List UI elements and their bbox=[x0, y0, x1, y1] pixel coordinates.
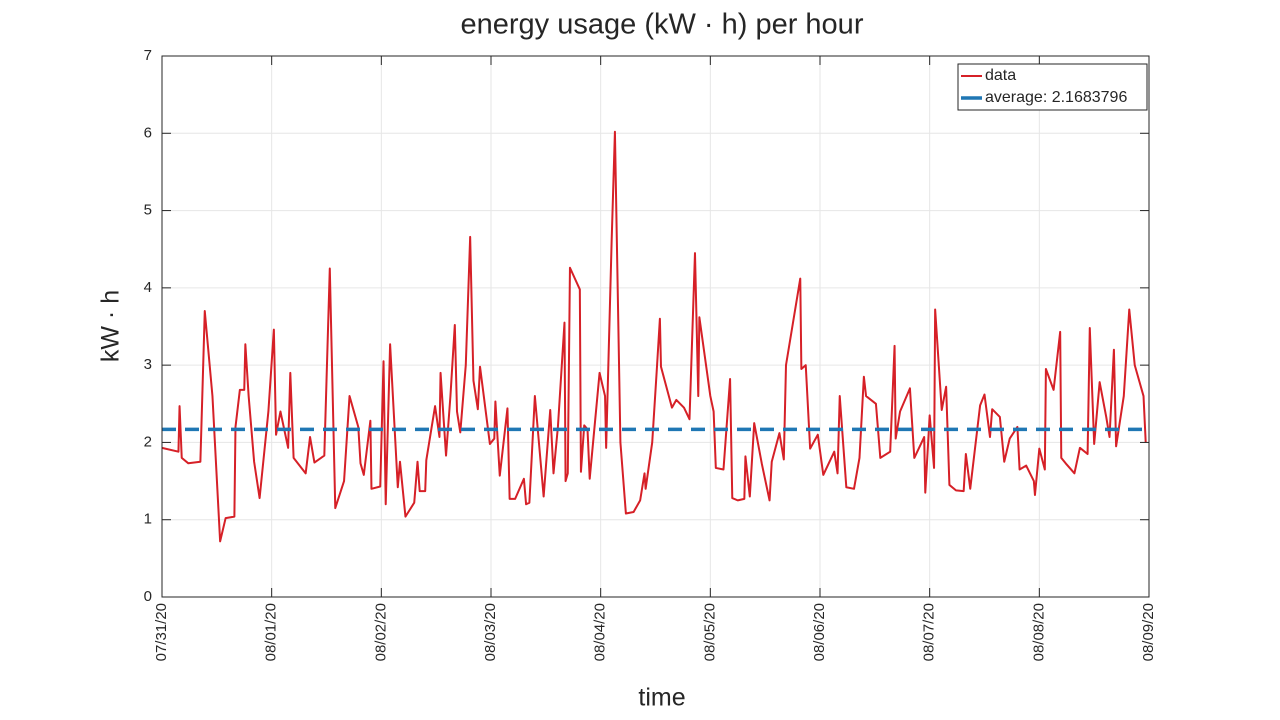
y-tick-label: 4 bbox=[144, 279, 152, 296]
x-tick-label: 08/03/20 bbox=[482, 603, 499, 661]
axes-frame bbox=[161, 55, 1150, 598]
y-axis-label: kW · h bbox=[97, 290, 125, 362]
x-tick-label: 08/09/20 bbox=[1140, 603, 1157, 661]
x-tick-label: 08/04/20 bbox=[592, 603, 609, 661]
y-tick-label: 6 bbox=[144, 124, 152, 141]
x-tick-label: 08/07/20 bbox=[921, 603, 938, 661]
legend: data average: 2.1683796 bbox=[957, 63, 1148, 111]
y-tick-label: 1 bbox=[144, 511, 152, 528]
x-tick-label: 08/05/20 bbox=[701, 603, 718, 661]
chart-title: energy usage (kW · h) per hour bbox=[461, 9, 864, 41]
y-tick-label: 5 bbox=[144, 202, 152, 219]
legend-label: data bbox=[985, 67, 1016, 84]
x-tick-label: 08/02/20 bbox=[372, 603, 389, 661]
y-tick-label: 2 bbox=[144, 433, 152, 450]
data-line bbox=[161, 130, 1147, 543]
legend-box bbox=[957, 63, 1148, 111]
plot-area bbox=[162, 56, 1149, 597]
legend-label: average: 2.1683796 bbox=[985, 89, 1127, 106]
ticks: 0 1 2 3 4 5 6 7 07/31/20 08/01/20 08/02/20 08/03/20… bbox=[144, 47, 1157, 661]
y-tick-label: 7 bbox=[144, 47, 152, 64]
x-tick-label: 08/06/20 bbox=[811, 603, 828, 661]
x-tick-label: 08/08/20 bbox=[1030, 603, 1047, 661]
marks bbox=[161, 130, 1149, 543]
x-tick-label: 07/31/20 bbox=[153, 603, 170, 661]
y-tick-label: 0 bbox=[144, 588, 152, 605]
y-tick-label: 3 bbox=[144, 356, 152, 373]
x-axis-label: time bbox=[638, 684, 685, 712]
x-tick-label: 08/01/20 bbox=[263, 603, 280, 661]
